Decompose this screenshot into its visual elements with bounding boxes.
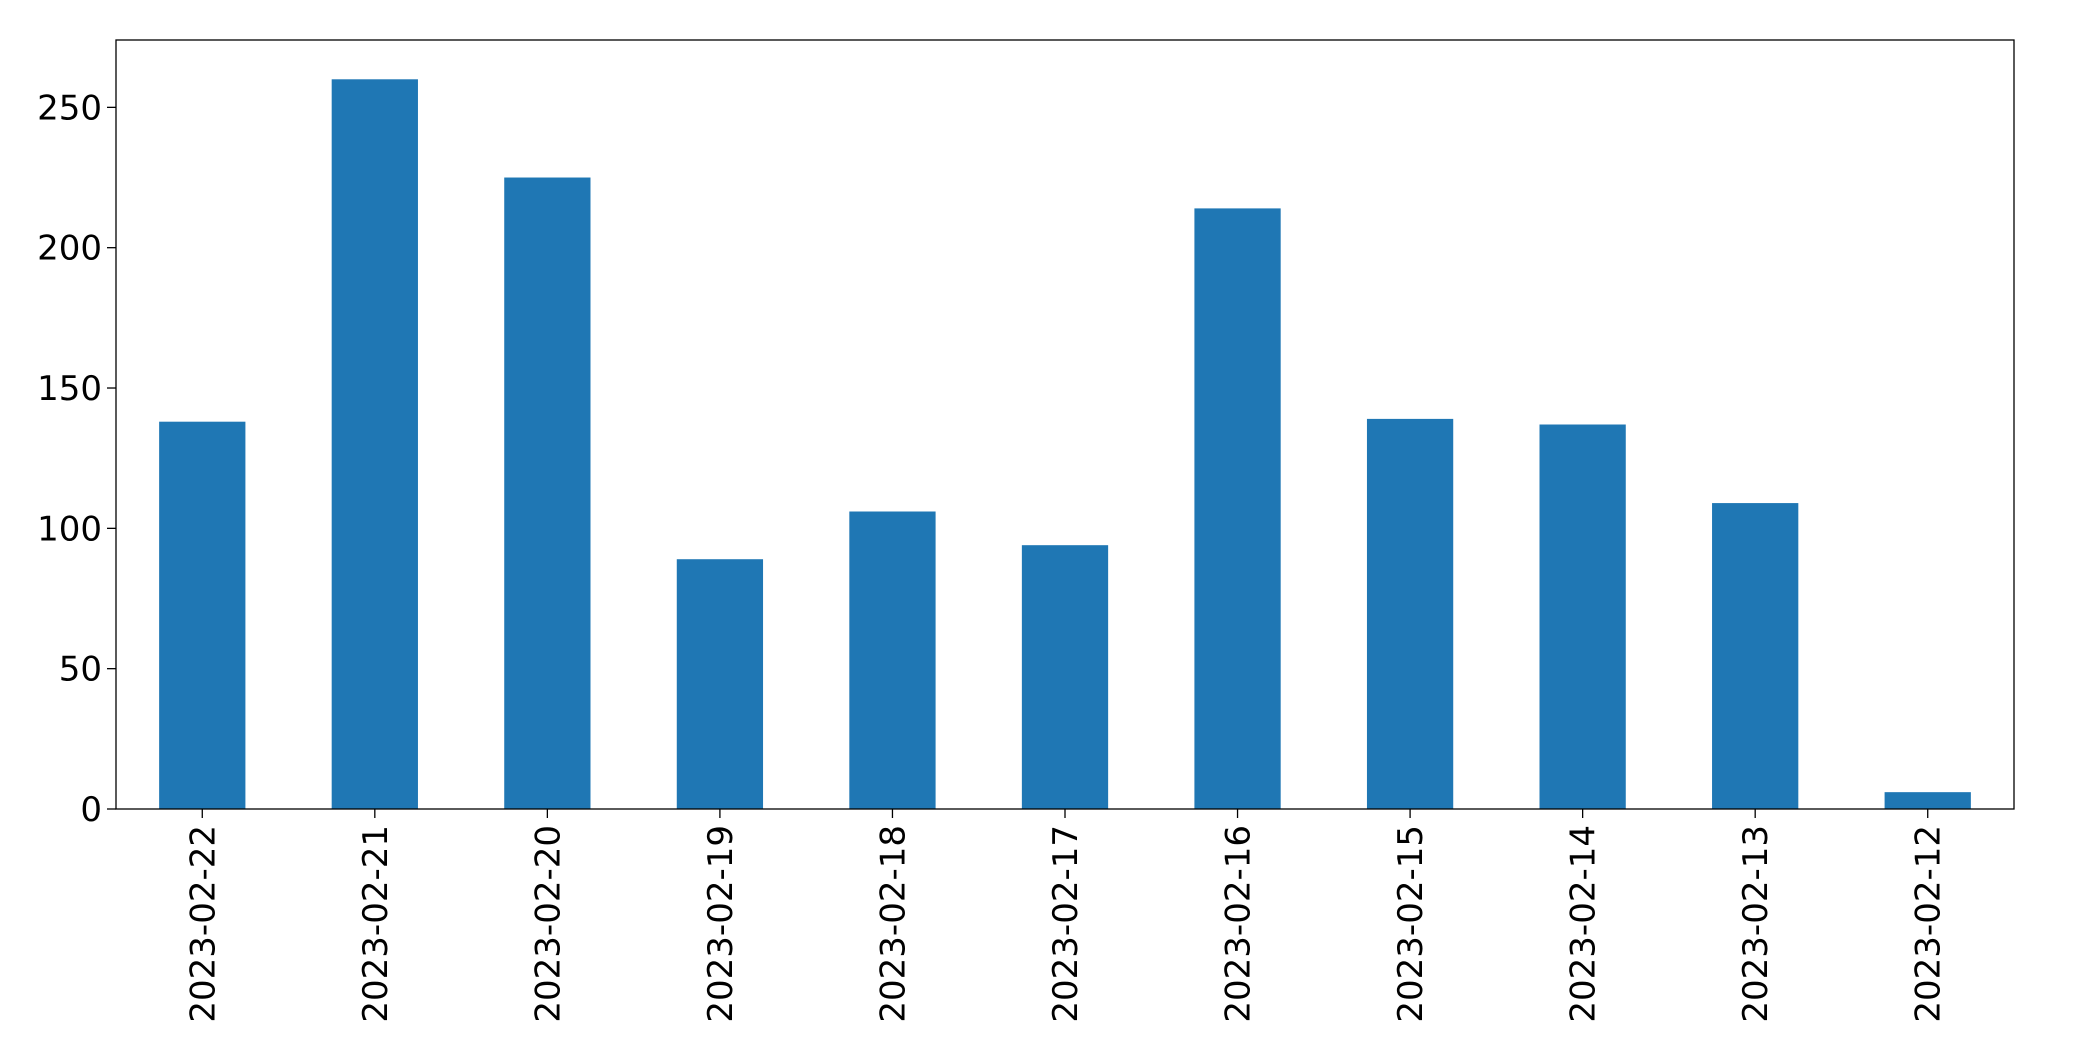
- x-tick-label: 2023-02-22: [183, 825, 223, 1023]
- bar: [1366, 418, 1454, 809]
- bar: [1884, 792, 1971, 809]
- bar: [331, 79, 418, 809]
- bar: [1539, 424, 1626, 809]
- x-tick-label: 2023-02-15: [1391, 825, 1431, 1023]
- x-tick-label: 2023-02-12: [1909, 825, 1949, 1023]
- y-tick-label: 250: [37, 88, 102, 128]
- x-tick-label: 2023-02-16: [1219, 825, 1259, 1023]
- bar: [504, 177, 591, 809]
- x-tick-label: 2023-02-21: [356, 825, 396, 1023]
- bar: [676, 559, 764, 809]
- x-tick-label: 2023-02-13: [1736, 825, 1776, 1023]
- bar: [849, 511, 936, 809]
- bar: [1712, 503, 1799, 809]
- x-tick-label: 2023-02-17: [1046, 825, 1086, 1023]
- x-tick-label: 2023-02-14: [1564, 825, 1604, 1023]
- y-tick-label: 200: [37, 229, 102, 269]
- axes-frame: [115, 39, 2015, 810]
- y-tick-label: 0: [80, 790, 102, 830]
- y-tick-label: 50: [59, 650, 102, 690]
- bar: [1194, 208, 1281, 809]
- y-tick-label: 150: [37, 369, 102, 409]
- y-tick-label: 100: [37, 509, 102, 549]
- x-tick-label: 2023-02-18: [873, 825, 913, 1023]
- x-tick-label: 2023-02-19: [701, 825, 741, 1023]
- bar: [159, 421, 246, 809]
- x-tick-label: 2023-02-20: [528, 825, 568, 1023]
- bar: [1021, 545, 1109, 809]
